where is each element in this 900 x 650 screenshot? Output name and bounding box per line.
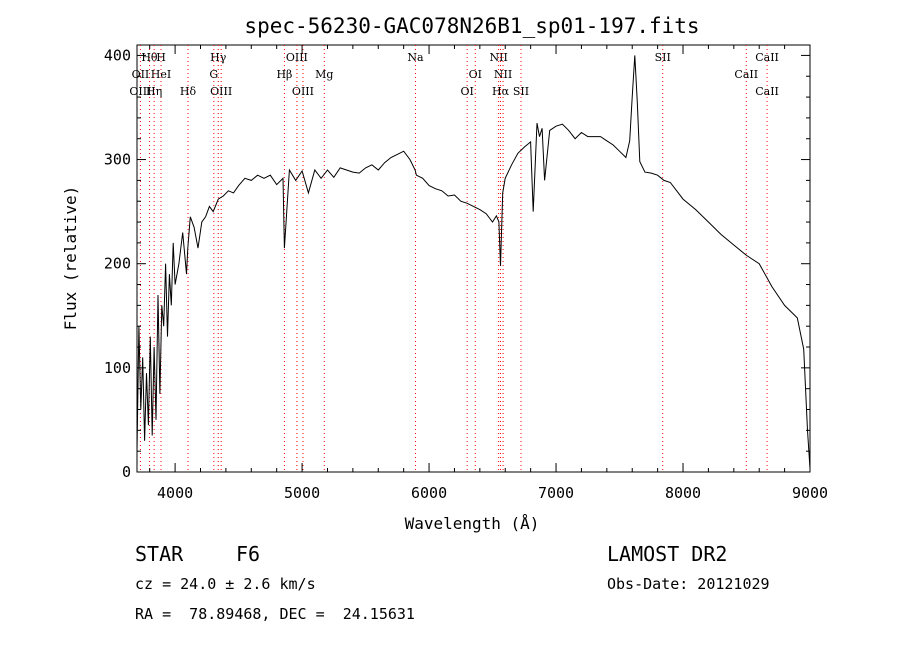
- spectral-line-label: OI: [469, 68, 482, 81]
- spectral-line-label: SII: [513, 85, 529, 98]
- spectral-line-label: Hδ: [180, 85, 197, 98]
- spectral-line-label: OIII: [292, 85, 314, 98]
- y-axis-label: Flux (relative): [61, 186, 80, 331]
- y-tick-label: 0: [122, 463, 131, 481]
- spectral-line-label: H: [156, 51, 166, 64]
- x-tick-label: 7000: [538, 484, 574, 502]
- y-tick-label: 300: [104, 151, 131, 169]
- x-tick-label: 6000: [411, 484, 447, 502]
- spectral-line-label: CaII: [755, 51, 779, 64]
- x-tick-label: 9000: [792, 484, 828, 502]
- spectral-line-label: Hθ: [141, 51, 158, 64]
- tick-labels: 4000 5000 6000 7000 8000 9000 0 100 200 300 400: [104, 46, 828, 502]
- y-tick-label: 200: [104, 255, 131, 273]
- x-tick-label: 8000: [665, 484, 701, 502]
- spectral-line-label: OII: [132, 68, 150, 81]
- x-axis-label: Wavelength (Å): [405, 514, 540, 533]
- plot-frame: [136, 44, 811, 473]
- spectral-line-label: G: [209, 68, 218, 81]
- spectral-line-label: CaII: [755, 85, 779, 98]
- spectral-line-label: OI: [460, 85, 473, 98]
- spectral-line-label: OIII: [210, 85, 232, 98]
- spectral-line-label: CaII: [734, 68, 758, 81]
- spectral-line-label: Hη: [146, 85, 162, 98]
- spectral-line-label: SII: [655, 51, 671, 64]
- spectral-line-label: NII: [489, 51, 507, 64]
- spectral-line-label: Hβ: [276, 68, 292, 81]
- x-tick-label: 4000: [157, 484, 193, 502]
- spectral-line-label: Na: [407, 51, 424, 64]
- y-tick-label: 400: [104, 46, 131, 64]
- spectral-line-label: OIII: [129, 85, 151, 98]
- subclass: F6: [236, 542, 261, 566]
- spectral-line-label: Hα: [492, 85, 510, 98]
- coordinates-text: RA = 78.89468, DEC = 24.15631: [135, 605, 415, 623]
- spectral-line-label: NII: [494, 68, 512, 81]
- axis-ticks: [137, 45, 811, 473]
- chart-title: spec-56230-GAC078N26B1_sp01-197.fits: [244, 14, 699, 38]
- obs-date-text: Obs-Date: 20121029: [607, 575, 770, 593]
- spectral-line-label: OIII: [286, 51, 308, 64]
- spectral-line-label: HeI: [151, 68, 171, 81]
- x-tick-label: 5000: [284, 484, 320, 502]
- survey-name: LAMOST DR2: [607, 542, 728, 566]
- object-class: STAR: [135, 542, 184, 566]
- y-tick-label: 100: [104, 359, 131, 377]
- spectral-line-label: Mg: [315, 68, 333, 81]
- spectrum-series-line: [136, 55, 811, 469]
- spectral-line-label: Hγ: [210, 51, 227, 64]
- redshift-text: cz = 24.0 ± 2.6 km/s: [135, 575, 316, 593]
